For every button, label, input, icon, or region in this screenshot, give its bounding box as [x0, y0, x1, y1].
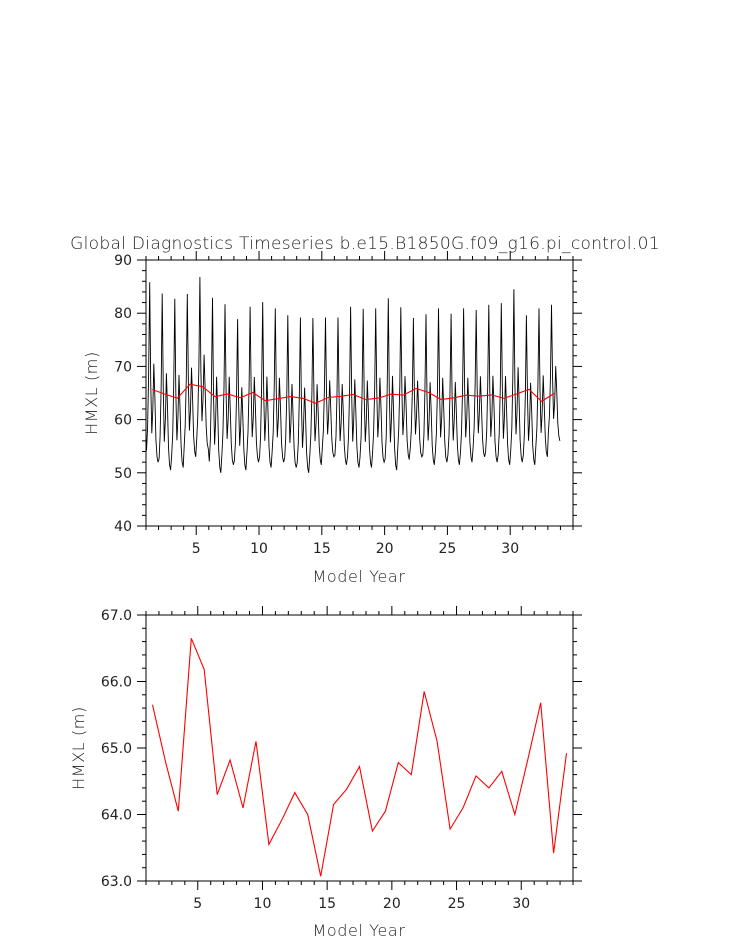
x-tick-label: 5 [192, 541, 201, 557]
bottom-annual-mean-line [151, 638, 568, 877]
x-tick-label: 30 [501, 541, 519, 557]
x-tick-label: 5 [193, 896, 202, 912]
bottom-axis-ticks [137, 606, 582, 890]
y-tick-label: 66.0 [101, 675, 132, 691]
top-annual-mean-line [152, 383, 555, 404]
top-monthly-series-line [146, 276, 561, 473]
x-tick-label: 15 [318, 896, 336, 912]
bottom-y-axis-label: HMXL (m) [69, 706, 88, 790]
y-tick-label: 80 [114, 306, 132, 322]
y-tick-label: 90 [114, 253, 132, 269]
bottom-series-lines [151, 638, 568, 877]
x-tick-label: 30 [512, 896, 530, 912]
bottom-plot-frame [145, 614, 574, 882]
x-tick-label: 25 [438, 541, 456, 557]
top-y-axis-label: HMXL (m) [82, 351, 101, 435]
bottom-x-axis-label: Model Year [313, 921, 406, 940]
bottom-tick-labels: 5 10 15 20 25 30 63.0 64.0 65.0 66.0 67.0 [101, 608, 530, 912]
top-series-lines [146, 276, 561, 473]
x-tick-label: 10 [250, 541, 268, 557]
x-tick-label: 20 [383, 896, 401, 912]
top-tick-labels: 5 10 15 20 25 30 40 50 60 70 80 90 [114, 253, 519, 557]
y-tick-label: 70 [114, 359, 132, 375]
bottom-panel: 5 10 15 20 25 30 63.0 64.0 65.0 66.0 67.0 Model Ye… [69, 606, 582, 940]
chart-title: Global Diagnostics Timeseries b.e15.B185… [70, 234, 660, 254]
y-tick-label: 50 [114, 466, 132, 482]
x-tick-label: 15 [313, 541, 331, 557]
y-tick-label: 67.0 [101, 608, 132, 624]
x-tick-label: 25 [448, 896, 466, 912]
top-axis-ticks [137, 251, 582, 535]
y-tick-label: 60 [114, 413, 132, 429]
y-tick-label: 65.0 [101, 741, 132, 757]
top-panel: 5 10 15 20 25 30 40 50 60 70 80 90 Model Year HMXL … [82, 251, 582, 586]
top-x-axis-label: Model Year [313, 567, 406, 586]
y-tick-label: 40 [114, 519, 132, 535]
x-tick-label: 20 [376, 541, 394, 557]
y-tick-label: 63.0 [101, 874, 132, 890]
x-tick-label: 10 [254, 896, 272, 912]
y-tick-label: 64.0 [101, 808, 132, 824]
